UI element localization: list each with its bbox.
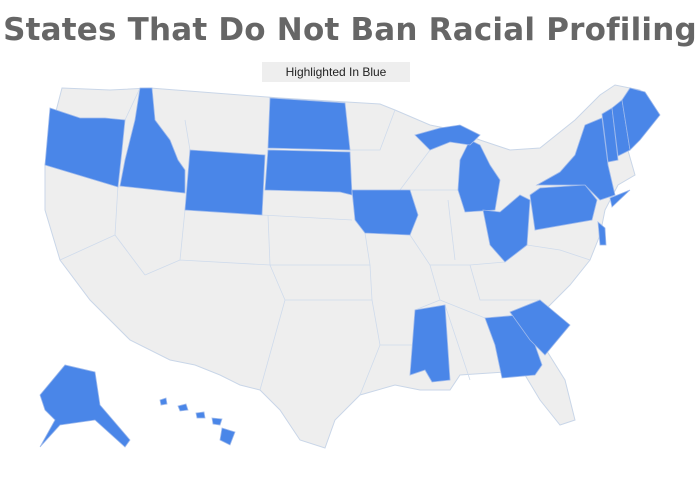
state-iowa [351, 189, 419, 236]
state-south-carolina [509, 299, 571, 356]
state-hawaii [159, 397, 168, 406]
state-wyoming [184, 149, 266, 216]
state-vermont [601, 107, 619, 163]
state-delaware [597, 221, 607, 246]
state-hawaii [219, 427, 236, 446]
state-alaska [39, 364, 131, 448]
state-idaho [119, 87, 186, 194]
state-hawaii [177, 403, 189, 412]
state-hawaii [195, 411, 206, 419]
state-ohio [482, 194, 531, 263]
state-pennsylvania [529, 184, 598, 231]
state-new-york [609, 189, 631, 208]
state-maine [621, 87, 661, 151]
state-hawaii [211, 417, 223, 426]
state-south-dakota [264, 149, 353, 196]
state-new-york [535, 117, 616, 201]
legend-label: Highlighted In Blue [262, 62, 410, 82]
state-mississippi [409, 304, 451, 383]
map-title: States That Do Not Ban Racial Profiling [3, 12, 697, 48]
state-oregon [44, 107, 126, 188]
state-north-dakota [267, 97, 351, 151]
state-michigan [414, 124, 481, 151]
